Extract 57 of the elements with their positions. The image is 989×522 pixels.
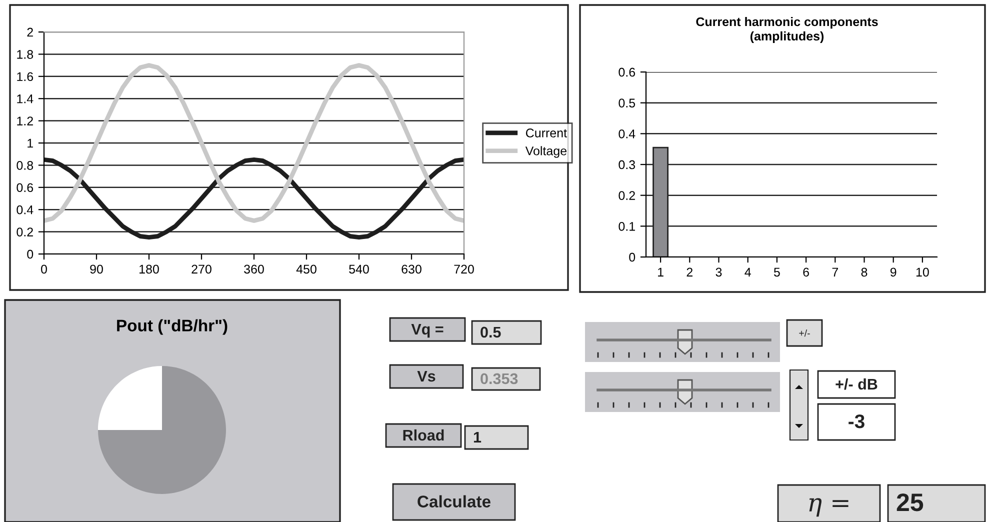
text: 1	[474, 432, 482, 442]
x-tick-label: 2	[686, 268, 692, 276]
line-series	[44, 63, 464, 223]
text: Calculate	[418, 495, 490, 508]
x-tick-label: 630	[402, 264, 422, 274]
y-tick-label: 1	[28, 138, 33, 148]
y-tick-label: 1.4	[17, 94, 34, 104]
x-tick-label: 7	[832, 268, 838, 276]
y-tick-label: 2	[27, 28, 33, 37]
x-tick-label: 8	[861, 268, 868, 277]
x-tick-label: 450	[296, 264, 316, 274]
pie-slice	[98, 366, 226, 494]
x-tick-label: 5	[774, 268, 780, 277]
x-tick-label: 270	[192, 264, 212, 274]
y-tick-label: 0.2	[618, 191, 635, 200]
y-tick-label: 0.6	[16, 183, 34, 192]
y-tick-label: 0.5	[618, 98, 636, 108]
y-tick-label: 0	[27, 250, 34, 259]
y-tick-label: 0.6	[618, 68, 636, 77]
y-tick-label: 0	[629, 252, 636, 262]
x-tick-label: 4	[744, 268, 751, 276]
y-tick-label: 0.3	[618, 160, 636, 170]
x-tick-label: 9	[890, 268, 896, 277]
text: η =	[809, 498, 848, 517]
y-tick-label: 0.8	[16, 161, 34, 170]
text: 0.5	[480, 326, 501, 338]
chart-title: Pout ("dB/hr")	[117, 319, 228, 335]
x-tick-label: 6	[803, 268, 809, 277]
y-tick-label: 1.2	[17, 116, 33, 126]
text: 25	[896, 494, 924, 512]
x-tick-label: 360	[244, 264, 264, 274]
x-tick-label: 180	[140, 264, 159, 274]
x-tick-label: 90	[90, 264, 103, 274]
x-tick-label: 1	[658, 268, 664, 276]
line-series	[44, 157, 464, 240]
y-tick-label: 0.4	[16, 205, 34, 214]
legend-label: Voltage	[525, 146, 566, 158]
legend-label: Current	[526, 128, 567, 138]
text: -3	[848, 414, 864, 428]
x-tick-label: 3	[716, 268, 722, 277]
text: Vs	[417, 370, 436, 382]
y-tick-label: 1.8	[17, 50, 34, 59]
chart-title: Current harmonic components (amplitudes)	[696, 16, 878, 44]
x-tick-label: 540	[349, 264, 369, 274]
text: +/-	[799, 329, 810, 337]
x-tick-label: 10	[916, 268, 929, 277]
text: 0.353	[480, 373, 518, 384]
y-tick-label: 0.1	[618, 222, 635, 231]
y-tick-label: 0.4	[618, 129, 636, 138]
text: Rload	[403, 429, 444, 441]
y-tick-label: 1.6	[17, 72, 34, 82]
text: +/- dB	[836, 378, 878, 390]
y-tick-label: 0.2	[16, 228, 33, 236]
x-tick-label: 0	[41, 264, 47, 274]
x-tick-label: 720	[454, 264, 474, 274]
text: Vq =	[411, 324, 444, 338]
pie-slice	[98, 366, 162, 430]
